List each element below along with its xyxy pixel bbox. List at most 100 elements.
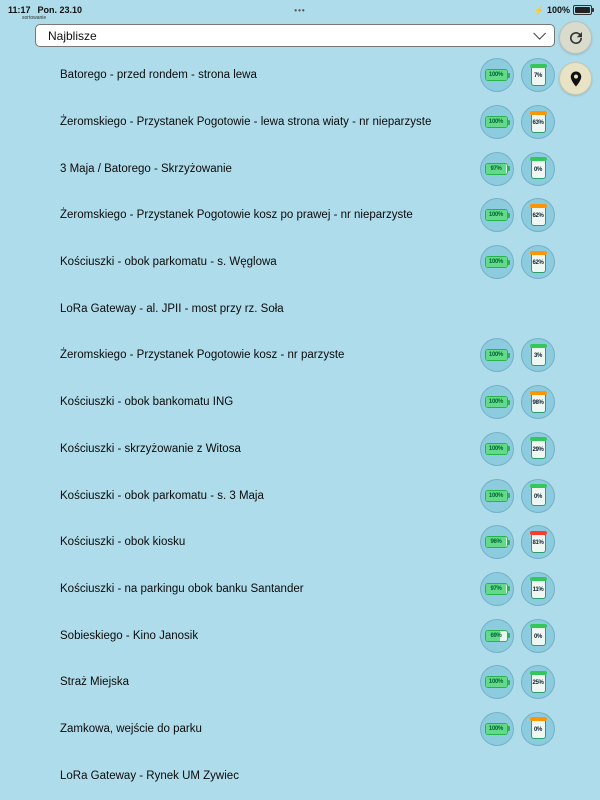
badge-group: 100% 0% <box>480 711 555 746</box>
fill-badge: 62% <box>521 198 555 233</box>
list-item[interactable]: Sobieskiego - Kino Janosik 69% 0% <box>0 612 600 659</box>
list-item[interactable]: Zamkowa, wejście do parku 100% 0% <box>0 706 600 753</box>
battery-badge: 96% <box>480 525 514 560</box>
bin-gauge-icon: 81% <box>529 530 547 553</box>
bin-fill-percent: 29% <box>532 446 544 453</box>
status-time: 11:17 <box>8 5 31 15</box>
badge-group: 100% 62% <box>480 198 555 233</box>
battery-badge: 97% <box>480 151 514 186</box>
sensor-label: Kościuszki - obok parkomatu - s. Węglowa <box>60 256 277 269</box>
bin-gauge-icon: 29% <box>529 437 547 460</box>
battery-percent: 100% <box>488 445 504 452</box>
battery-percent: 100% <box>488 212 504 219</box>
sort-caption: sortowanie <box>22 15 47 21</box>
list-item[interactable]: Kościuszki - skrzyżowanie z Witosa 100% … <box>0 426 600 473</box>
battery-badge: 100% <box>480 478 514 513</box>
list-item[interactable]: Żeromskiego - Przystanek Pogotowie - lew… <box>0 99 600 146</box>
battery-badge: 100% <box>480 338 514 373</box>
list-item[interactable]: Straż Miejska 100% 25% <box>0 659 600 706</box>
bin-gauge-icon: 63% <box>529 110 547 133</box>
fill-badge: 0% <box>521 151 555 186</box>
sensor-label: 3 Maja / Batorego - Skrzyżowanie <box>60 162 232 175</box>
list-item[interactable]: Kościuszki - obok kiosku 96% 81% <box>0 519 600 566</box>
list-item[interactable]: Kościuszki - obok bankomatu ING 100% 98% <box>0 379 600 426</box>
bin-fill-percent: 62% <box>532 213 544 220</box>
list-item[interactable]: Żeromskiego - Przystanek Pogotowie kosz … <box>0 192 600 239</box>
locate-button[interactable] <box>559 62 592 95</box>
battery-percent: 100% <box>488 72 504 79</box>
badge-group: 69% 0% <box>480 618 555 653</box>
bin-gauge-icon: 62% <box>529 203 547 226</box>
fill-badge: 11% <box>521 571 555 606</box>
bin-fill-percent: 11% <box>532 586 544 593</box>
badge-group: 100% 63% <box>480 105 555 140</box>
fill-badge: 29% <box>521 431 555 466</box>
sensor-label: Kościuszki - obok bankomatu ING <box>60 396 234 409</box>
sensor-label: LoRa Gateway - Rynek UM Zywiec <box>60 769 239 782</box>
badge-group: 100% 29% <box>480 431 555 466</box>
battery-gauge-icon: 97% <box>484 582 510 595</box>
list-item[interactable]: Batorego - przed rondem - strona lewa 10… <box>0 52 600 99</box>
battery-percent: 100% <box>488 679 504 686</box>
status-battery-percent: 100% <box>546 5 570 15</box>
battery-badge: 100% <box>480 58 514 93</box>
list-item[interactable]: LoRa Gateway - Rynek UM Zywiec <box>0 752 600 799</box>
bin-fill-percent: 7% <box>533 73 543 80</box>
battery-icon <box>573 5 594 15</box>
list-item[interactable]: Kościuszki - obok parkomatu - s. 3 Maja … <box>0 472 600 519</box>
battery-gauge-icon: 100% <box>484 396 510 409</box>
sort-dropdown[interactable]: Najblisze <box>35 24 555 47</box>
status-bar: 11:17 Pon. 23.10 ••• ⚡ 100% <box>0 0 600 20</box>
list-item[interactable]: Kościuszki - na parkingu obok banku Sant… <box>0 566 600 613</box>
chevron-down-icon <box>533 27 546 40</box>
bin-gauge-icon: 3% <box>529 343 547 366</box>
battery-badge: 100% <box>480 198 514 233</box>
bin-gauge-icon: 0% <box>529 484 547 507</box>
battery-percent: 100% <box>488 259 504 266</box>
sensor-label: Batorego - przed rondem - strona lewa <box>60 69 257 82</box>
list-item[interactable]: LoRa Gateway - al. JPII - most przy rz. … <box>0 285 600 332</box>
refresh-button[interactable] <box>559 21 592 54</box>
badge-group: 100% 7% <box>480 58 555 93</box>
battery-badge: 100% <box>480 105 514 140</box>
battery-percent: 97% <box>490 585 502 592</box>
list-item[interactable]: 3 Maja / Batorego - Skrzyżowanie 97% 0% <box>0 145 600 192</box>
bin-gauge-icon: 25% <box>529 670 547 693</box>
badge-group: 100% 0% <box>480 478 555 513</box>
sort-dropdown-value: Najblisze <box>48 28 97 43</box>
sensor-label: Żeromskiego - Przystanek Pogotowie kosz … <box>60 349 345 362</box>
bin-gauge-icon: 7% <box>529 63 547 86</box>
fill-badge: 7% <box>521 58 555 93</box>
list-item[interactable]: Żeromskiego - Przystanek Pogotowie kosz … <box>0 332 600 379</box>
bin-fill-percent: 63% <box>532 120 544 127</box>
battery-gauge-icon: 100% <box>484 116 510 129</box>
fill-badge: 3% <box>521 338 555 373</box>
battery-badge: 100% <box>480 431 514 466</box>
battery-percent: 100% <box>488 399 504 406</box>
sensor-label: Żeromskiego - Przystanek Pogotowie kosz … <box>60 209 413 222</box>
battery-percent: 96% <box>490 539 502 546</box>
battery-gauge-icon: 100% <box>484 209 510 222</box>
sensor-label: Zamkowa, wejście do parku <box>60 722 202 735</box>
battery-badge: 100% <box>480 245 514 280</box>
fill-badge: 63% <box>521 105 555 140</box>
battery-badge: 69% <box>480 618 514 653</box>
badge-group: 100% 25% <box>480 665 555 700</box>
battery-percent: 100% <box>488 352 504 359</box>
sensor-label: Kościuszki - skrzyżowanie z Witosa <box>60 442 241 455</box>
location-pin-icon <box>570 71 581 86</box>
list-item[interactable]: Kościuszki - obok parkomatu - s. Węglowa… <box>0 239 600 286</box>
bin-fill-percent: 98% <box>532 400 544 407</box>
bin-gauge-icon: 0% <box>529 717 547 740</box>
fill-badge: 25% <box>521 665 555 700</box>
sensor-label: Straż Miejska <box>60 676 130 689</box>
battery-badge: 100% <box>480 385 514 420</box>
bin-fill-percent: 81% <box>532 540 544 547</box>
battery-badge: 100% <box>480 665 514 700</box>
battery-gauge-icon: 100% <box>484 676 510 689</box>
fill-badge: 81% <box>521 525 555 560</box>
bin-gauge-icon: 98% <box>529 390 547 413</box>
bin-fill-percent: 0% <box>533 493 543 500</box>
fill-badge: 0% <box>521 618 555 653</box>
battery-percent: 100% <box>488 492 504 499</box>
